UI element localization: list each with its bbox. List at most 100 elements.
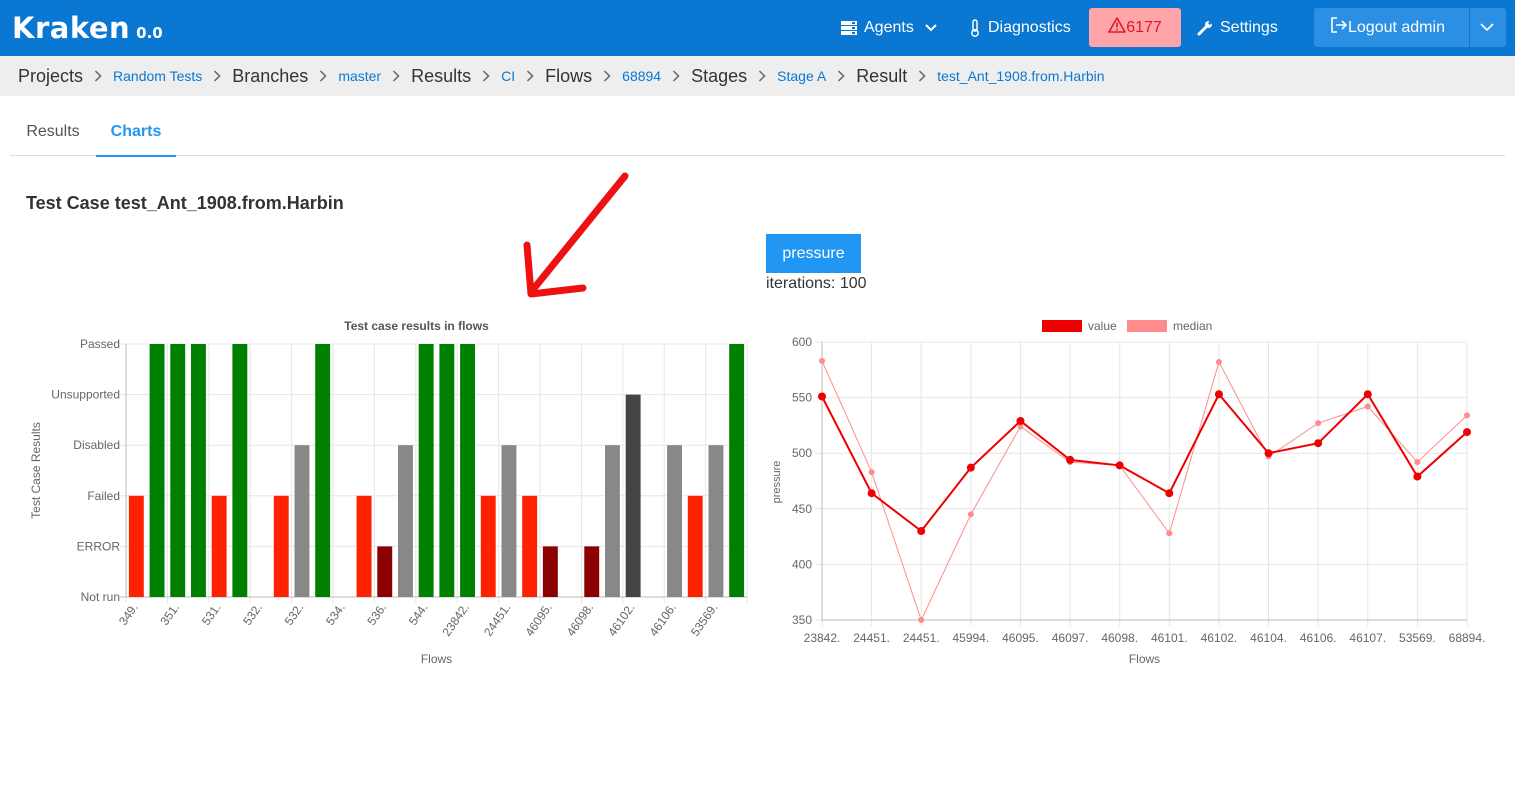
x-tick-label: 531. — [199, 601, 224, 628]
legend-swatch — [1042, 320, 1082, 332]
agents-label: Agents — [864, 19, 914, 36]
x-tick-label: 23842. — [440, 601, 473, 639]
logout-icon — [1330, 17, 1348, 38]
x-tick-label: 24451. — [853, 631, 890, 645]
bar — [708, 445, 724, 597]
y-tick-label: 450 — [792, 502, 812, 516]
y-tick-label: 550 — [792, 391, 812, 405]
x-tick-label: 24451. — [903, 631, 940, 645]
data-point-median — [1414, 459, 1421, 466]
x-tick-label: 46106. — [1300, 631, 1337, 645]
pressure-button[interactable]: pressure — [766, 234, 861, 273]
x-tick-label: 532. — [282, 601, 307, 628]
data-point-median — [1464, 412, 1470, 419]
bar — [397, 445, 413, 597]
alerts-button[interactable]: 6177 — [1089, 8, 1181, 47]
bar — [542, 546, 558, 597]
iterations-text: iterations: 100 — [766, 275, 867, 292]
page-title: Test Case test_Ant_1908.from.Harbin — [26, 193, 344, 213]
series-line-value — [821, 392, 1468, 533]
y-tick-label: 400 — [792, 557, 812, 571]
chevron-down-icon[interactable] — [1480, 19, 1494, 37]
bar — [273, 495, 289, 597]
bar — [460, 344, 476, 597]
chevron-right-icon — [907, 70, 937, 82]
x-tick-label: 532. — [240, 601, 265, 628]
data-point-median — [1017, 423, 1024, 430]
diagnostics-label: Diagnostics — [988, 19, 1071, 36]
data-point-median — [1364, 403, 1371, 410]
bar — [315, 344, 331, 597]
chevron-right-icon — [202, 70, 232, 82]
breadcrumb-link[interactable]: master — [338, 68, 382, 84]
bar — [667, 445, 683, 597]
settings-link[interactable]: Settings — [1196, 0, 1278, 56]
breadcrumb-heading: Branches — [232, 65, 309, 86]
app-logo[interactable]: Kraken 0.0 — [12, 10, 163, 46]
x-tick-label: 46095. — [522, 601, 555, 639]
data-point-value — [1165, 489, 1174, 498]
data-point-value — [1463, 428, 1471, 437]
data-point-median — [1166, 530, 1173, 537]
breadcrumb-link[interactable]: Stage A — [777, 68, 827, 84]
wrench-icon — [1196, 19, 1214, 37]
test-results-bar-chart: Test case results in flows Not run ERROR Fa… — [29, 319, 748, 666]
warning-icon — [1108, 17, 1127, 38]
data-point-value — [867, 489, 876, 498]
bar — [584, 546, 600, 597]
bar — [418, 344, 434, 597]
breadcrumb-heading: Projects — [18, 65, 84, 86]
bar — [377, 546, 393, 597]
logout-label: Logout admin — [1348, 18, 1445, 36]
data-point-value — [1264, 449, 1273, 458]
logout-button[interactable]: Logout admin — [1314, 8, 1506, 47]
data-point-value — [1314, 439, 1323, 448]
x-tick-label: 45994. — [952, 631, 989, 645]
y-axis-label: Test Case Results — [29, 422, 43, 519]
legend-label: value — [1088, 319, 1117, 333]
x-tick-label: 536. — [364, 601, 389, 628]
bar — [190, 344, 206, 597]
logo-text: Kraken — [12, 11, 131, 45]
y-tick-label: 600 — [792, 335, 812, 349]
bar — [211, 495, 227, 597]
data-point-median — [868, 469, 875, 476]
x-tick-label: 23842. — [804, 631, 841, 645]
x-tick-label: 544. — [406, 601, 431, 628]
breadcrumb-link[interactable]: CI — [501, 68, 516, 84]
y-tick-label: 500 — [792, 446, 812, 460]
bar — [232, 344, 248, 597]
chevron-right-icon — [592, 70, 622, 82]
data-point-median — [819, 357, 825, 364]
y-tick-label: Failed — [87, 489, 120, 503]
data-point-median — [1215, 359, 1222, 366]
data-point-value — [917, 527, 926, 536]
bar — [604, 445, 620, 597]
settings-label: Settings — [1220, 19, 1278, 36]
data-point-value — [1214, 390, 1223, 399]
pressure-line-chart: value median 350 400 450 500 550 600 23842. 24451… — [771, 319, 1485, 666]
tab-results[interactable]: Results — [26, 123, 80, 140]
x-tick-label: 46104. — [1250, 631, 1287, 645]
bar — [501, 445, 517, 597]
diagnostics-link[interactable]: Diagnostics — [968, 0, 1071, 56]
y-tick-label: 350 — [792, 613, 812, 627]
breadcrumb-link[interactable]: test_Ant_1908.from.Harbin — [937, 68, 1105, 84]
x-tick-label: 534. — [323, 601, 348, 628]
chevron-right-icon — [83, 70, 113, 82]
data-point-median — [918, 617, 925, 623]
breadcrumb-link[interactable]: 68894 — [622, 68, 662, 84]
agents-menu[interactable]: Agents — [840, 0, 946, 56]
x-tick-label: 349. — [116, 601, 141, 628]
thermometer-icon — [968, 19, 982, 37]
annotation-arrow-icon — [523, 172, 629, 298]
breadcrumb-link[interactable]: Random Tests — [113, 68, 203, 84]
chevron-down-icon — [922, 19, 940, 37]
data-point-median — [967, 511, 974, 518]
tab-charts[interactable]: Charts — [96, 108, 176, 157]
data-point-value — [966, 463, 975, 472]
series-line-median — [821, 360, 1468, 622]
chevron-right-icon — [515, 70, 545, 82]
x-tick-label: 46098. — [1101, 631, 1138, 645]
bar — [170, 344, 186, 597]
